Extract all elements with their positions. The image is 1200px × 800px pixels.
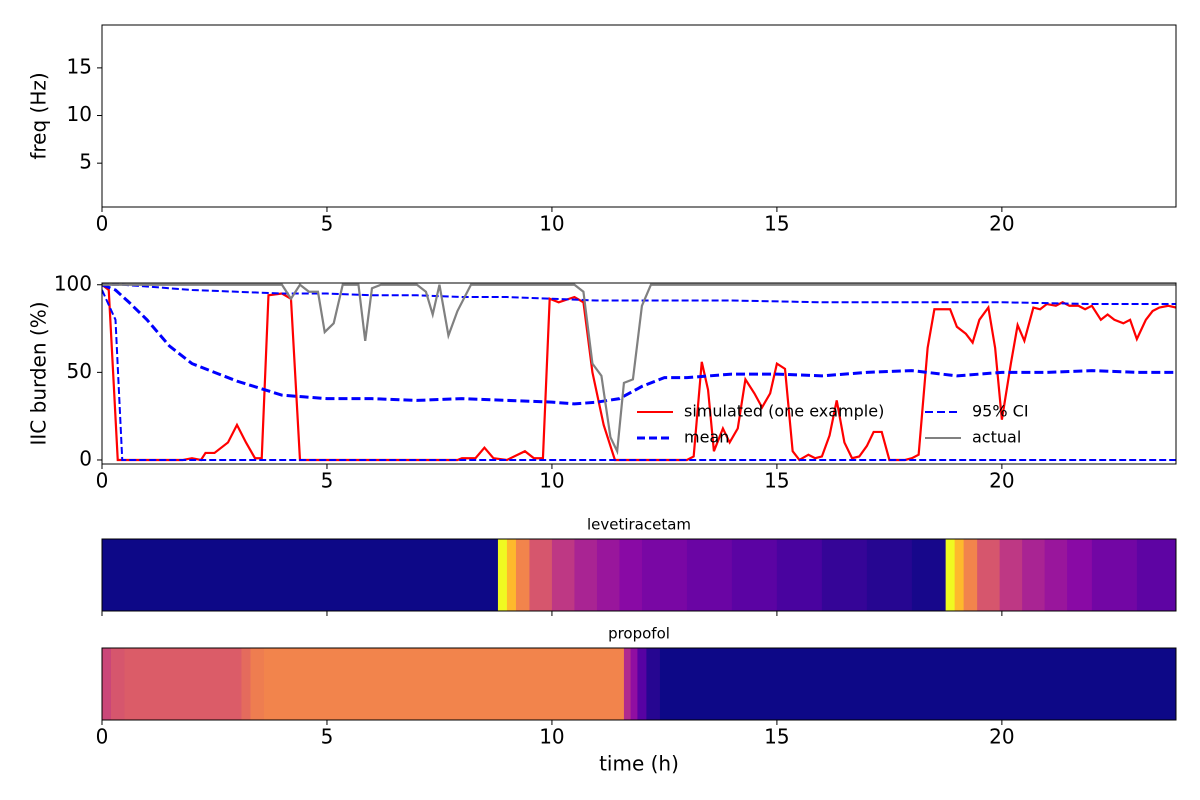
heat-cell	[641, 539, 688, 611]
x-tick-label: 0	[96, 725, 109, 749]
heat-cell	[263, 648, 625, 720]
heat-cell	[1136, 539, 1177, 611]
heat-cell	[1044, 539, 1068, 611]
heat-cell	[102, 539, 499, 611]
heat-cell	[250, 648, 265, 720]
heat-cell	[686, 539, 733, 611]
heat-cell	[963, 539, 978, 611]
axes-frame	[101, 538, 1177, 612]
x-tick-label: 5	[321, 725, 334, 749]
heat-cell	[102, 648, 112, 720]
y-tick-label: 15	[67, 54, 92, 78]
heat-cell	[497, 539, 508, 611]
x-tick-label: 15	[764, 212, 789, 236]
heat-cell	[1091, 539, 1138, 611]
x-tick-label: 20	[989, 725, 1014, 749]
y-tick-label: 10	[67, 102, 92, 126]
heat-cell	[630, 648, 638, 720]
heat-cell	[1022, 539, 1046, 611]
legend-label: actual	[972, 428, 1021, 447]
plot-area	[102, 283, 1176, 462]
heat-cell	[623, 648, 632, 720]
x-tick-label: 10	[539, 469, 564, 493]
x-axis-label: time (h)	[599, 752, 679, 776]
heat-cell	[124, 648, 242, 720]
heat-cell	[241, 648, 251, 720]
heat-cell	[619, 539, 643, 611]
legend-label: mean	[684, 428, 729, 447]
axes-frame	[101, 24, 1177, 208]
y-tick-label: 100	[54, 271, 92, 295]
x-tick-label: 15	[764, 469, 789, 493]
heat-cell	[110, 648, 125, 720]
panel-title: propofol	[608, 625, 670, 643]
x-tick-label: 10	[539, 212, 564, 236]
y-tick-label: 0	[79, 446, 92, 470]
heat-cell	[551, 539, 575, 611]
heat-cell	[866, 539, 913, 611]
series-line	[102, 283, 1176, 456]
heat-cell	[646, 648, 661, 720]
heat-cell	[977, 539, 1001, 611]
x-tick-label: 0	[96, 469, 109, 493]
heat-cell	[574, 539, 598, 611]
heat-cell	[945, 539, 956, 611]
y-tick-label: 5	[79, 150, 92, 174]
x-tick-label: 15	[764, 725, 789, 749]
series-line	[102, 283, 1176, 406]
axes-frame	[101, 647, 1177, 721]
heat-cell	[637, 648, 647, 720]
x-tick-label: 10	[539, 725, 564, 749]
x-tick-label: 0	[96, 212, 109, 236]
x-tick-label: 5	[321, 212, 334, 236]
heat-cell	[821, 539, 868, 611]
legend-label: simulated (one example)	[684, 402, 884, 421]
heat-cell	[529, 539, 553, 611]
y-axis-label: IIC burden (%)	[27, 301, 51, 445]
heat-cell	[506, 539, 517, 611]
axes-frame	[101, 282, 1177, 465]
series-line	[102, 289, 1176, 461]
x-tick-label: 20	[989, 212, 1014, 236]
x-tick-label: 5	[321, 469, 334, 493]
legend-label: 95% CI	[972, 402, 1029, 421]
heat-cell	[911, 539, 947, 611]
y-axis-label: freq (Hz)	[27, 72, 51, 159]
heat-cell	[954, 539, 965, 611]
heat-cell	[999, 539, 1023, 611]
heat-cell	[515, 539, 530, 611]
heat-cell	[731, 539, 778, 611]
heat-cell	[659, 648, 1177, 720]
y-tick-label: 50	[67, 359, 92, 383]
heat-cell	[776, 539, 823, 611]
series-line	[102, 283, 1176, 306]
heat-cell	[1067, 539, 1093, 611]
heat-cell	[596, 539, 620, 611]
x-tick-label: 20	[989, 469, 1014, 493]
panel-title: levetiracetam	[587, 516, 691, 534]
